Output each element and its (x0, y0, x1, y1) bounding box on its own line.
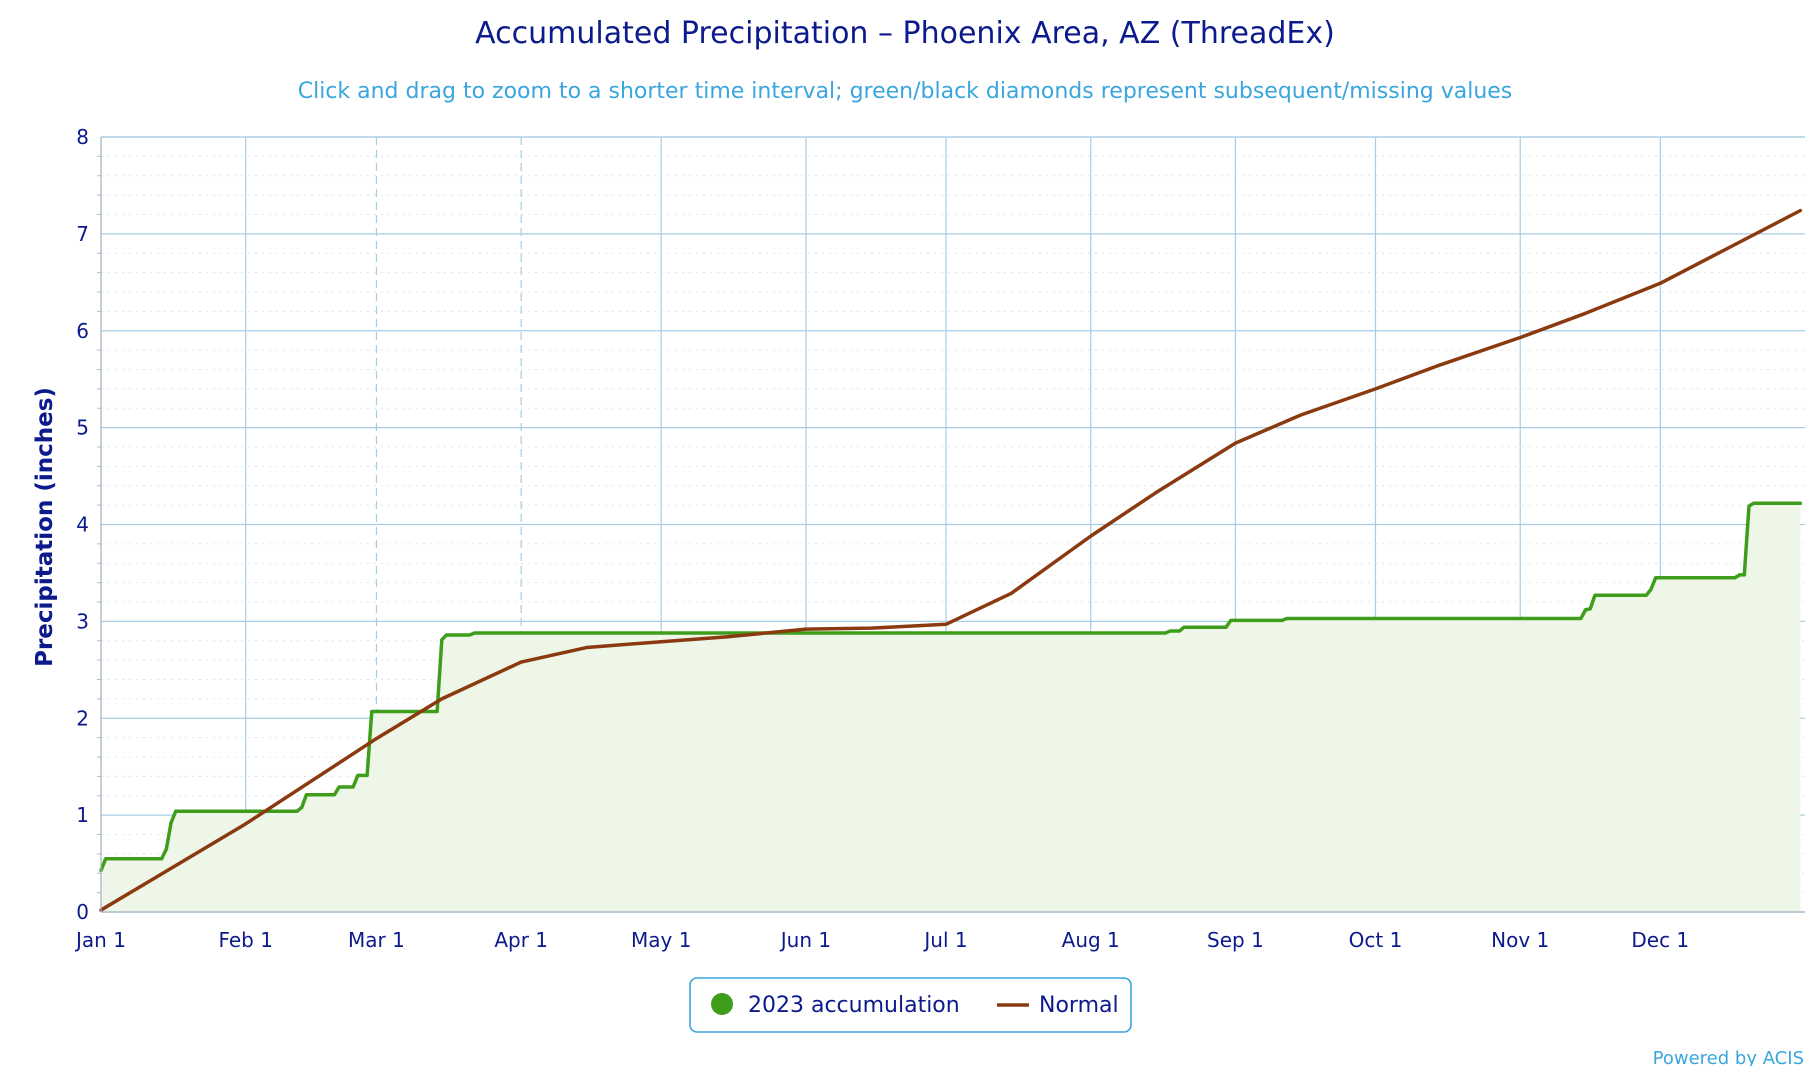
y-tick-label: 2 (76, 706, 89, 730)
x-tick-label: Mar 1 (348, 928, 405, 952)
chart-subtitle: Click and drag to zoom to a shorter time… (298, 79, 1513, 104)
y-tick-label: 1 (76, 803, 89, 827)
y-tick-label: 8 (76, 125, 89, 149)
y-tick-label: 7 (76, 222, 89, 246)
y-axis-label: Precipitation (inches) (32, 387, 58, 667)
y-tick-label: 4 (76, 513, 89, 537)
x-tick-label: Apr 1 (494, 928, 548, 952)
minor-gridlines (97, 155, 1805, 894)
legend-marker-2023-accumulation (711, 993, 733, 1015)
x-tick-label: May 1 (631, 928, 691, 952)
x-tick-label: Feb 1 (218, 928, 273, 952)
y-tick-label: 6 (76, 319, 89, 343)
x-tick-label: Jan 1 (74, 928, 126, 952)
legend-item-normal[interactable]: Normal (997, 993, 1119, 1018)
legend-item-2023-accumulation[interactable]: 2023 accumulation (711, 993, 960, 1018)
x-tick-label: Aug 1 (1062, 928, 1120, 952)
x-tick-label: Dec 1 (1631, 928, 1689, 952)
series-lines (99, 208, 1803, 912)
y-tick-label: 5 (76, 416, 89, 440)
x-tick-label: Nov 1 (1491, 928, 1549, 952)
x-tick-label: Sep 1 (1207, 928, 1264, 952)
x-tick-label: Jul 1 (922, 928, 967, 952)
y-tick-label: 0 (76, 900, 89, 924)
x-tick-label: Oct 1 (1349, 928, 1403, 952)
series-area-fills (101, 503, 1801, 912)
y-tick-labels: 0 1 2 3 4 5 6 7 8 (76, 125, 89, 924)
axes (100, 136, 1805, 913)
y-tick-label: 3 (76, 609, 89, 633)
legend: 2023 accumulation Normal (689, 977, 1132, 1033)
series-line-normal[interactable] (99, 208, 1803, 912)
x-tick-label: Jun 1 (779, 928, 831, 952)
legend-label-2023-accumulation: 2023 accumulation (748, 993, 960, 1018)
chart-title: Accumulated Precipitation – Phoenix Area… (475, 16, 1335, 51)
legend-box (689, 977, 1132, 1033)
series-area-2023-accumulation (101, 503, 1801, 912)
credit-link[interactable]: Powered by ACIS (1653, 1048, 1804, 1066)
x-tick-labels: Jan 1 Feb 1 Mar 1 Apr 1 May 1 Jun 1 Jul 1 Aug 1… (74, 928, 1689, 952)
series-line-2023-accumulation[interactable] (99, 501, 1803, 873)
legend-label-normal: Normal (1039, 993, 1119, 1018)
